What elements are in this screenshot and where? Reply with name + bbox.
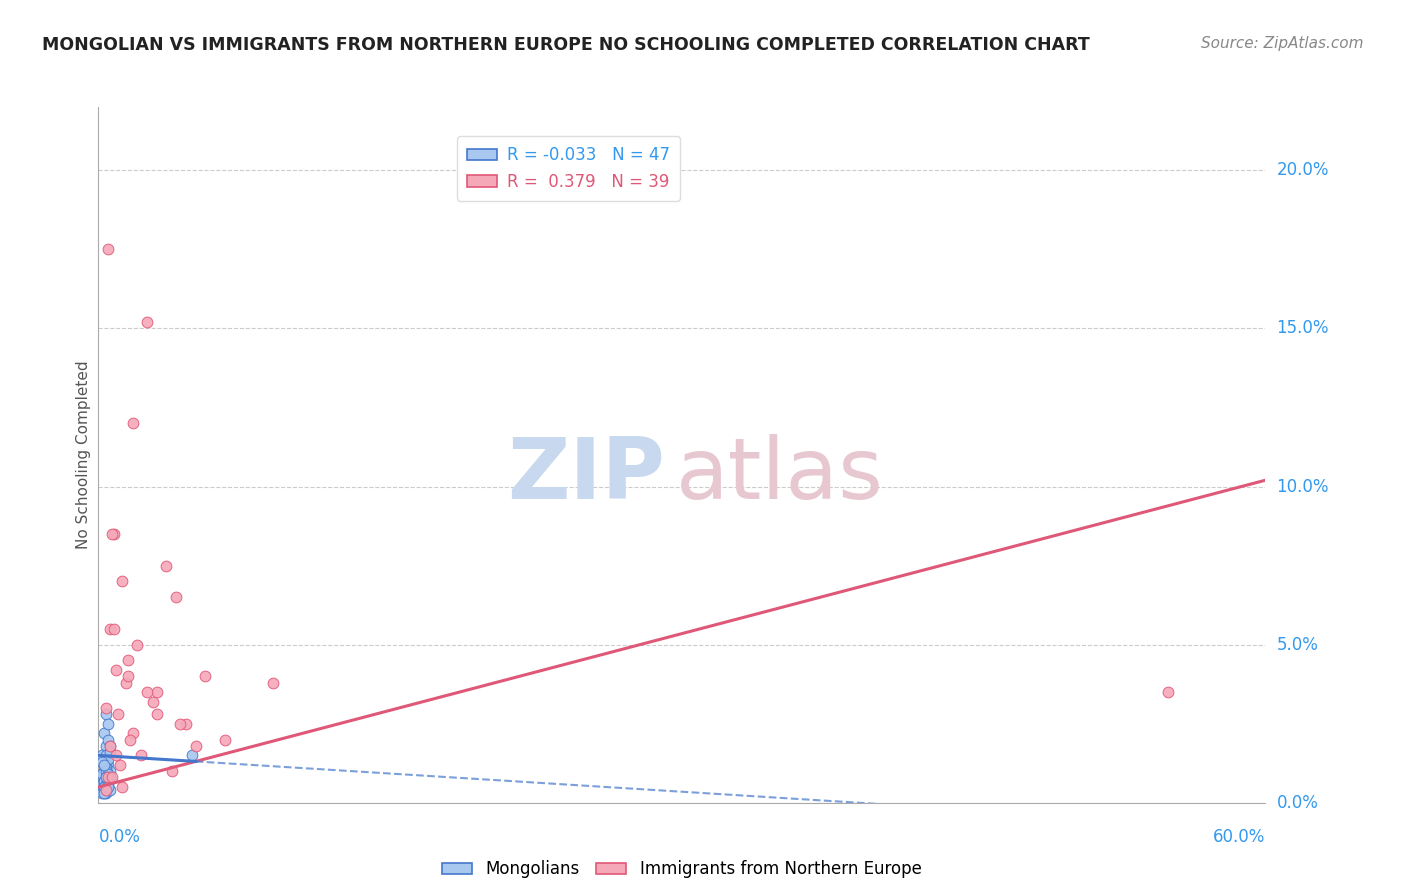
Point: [97, 243, 120, 257]
Point: [97, 771, 120, 785]
Point: [96, 748, 118, 763]
Point: [98, 771, 121, 785]
Point: [214, 732, 236, 747]
Point: [155, 558, 177, 573]
Point: [107, 707, 129, 722]
Point: [117, 653, 139, 667]
Text: atlas: atlas: [676, 434, 884, 517]
Point: [93, 780, 115, 794]
Point: [97, 780, 120, 794]
Point: [97, 767, 120, 781]
Point: [1157, 685, 1180, 699]
Point: [91, 748, 114, 763]
Point: [136, 315, 159, 329]
Point: [93, 780, 115, 794]
Point: [98, 622, 121, 636]
Point: [96, 786, 118, 800]
Text: 20.0%: 20.0%: [1277, 161, 1329, 179]
Point: [98, 739, 121, 753]
Point: [98, 745, 121, 759]
Point: [184, 739, 207, 753]
Point: [174, 716, 197, 731]
Text: Source: ZipAtlas.com: Source: ZipAtlas.com: [1201, 36, 1364, 51]
Point: [96, 757, 118, 772]
Point: [93, 777, 115, 791]
Point: [96, 771, 118, 785]
Point: [98, 739, 121, 753]
Point: [97, 751, 120, 765]
Point: [127, 638, 149, 652]
Point: [97, 771, 120, 785]
Point: [162, 764, 184, 779]
Point: [96, 707, 118, 722]
Point: [98, 764, 121, 779]
Point: [93, 786, 115, 800]
Point: [146, 685, 169, 699]
Point: [136, 685, 159, 699]
Point: [117, 669, 139, 683]
Text: 15.0%: 15.0%: [1277, 319, 1329, 337]
Point: [98, 771, 121, 785]
Point: [93, 786, 115, 800]
Point: [97, 773, 120, 788]
Point: [142, 695, 165, 709]
Text: 5.0%: 5.0%: [1277, 636, 1319, 654]
Point: [91, 783, 114, 797]
Y-axis label: No Schooling Completed: No Schooling Completed: [76, 360, 91, 549]
Point: [93, 773, 115, 788]
Text: ZIP: ZIP: [506, 434, 665, 517]
Point: [96, 783, 118, 797]
Point: [96, 701, 118, 715]
Point: [96, 764, 118, 779]
Point: [101, 527, 124, 541]
Point: [103, 527, 125, 541]
Point: [122, 726, 145, 740]
Point: [91, 786, 114, 800]
Point: [91, 767, 114, 781]
Point: [104, 748, 127, 763]
Point: [96, 783, 118, 797]
Point: [108, 757, 131, 772]
Point: [101, 771, 124, 785]
Point: [91, 777, 114, 791]
Point: [93, 764, 115, 779]
Point: [97, 732, 120, 747]
Point: [93, 773, 115, 788]
Point: [146, 707, 169, 722]
Point: [93, 757, 115, 772]
Point: [118, 732, 141, 747]
Point: [96, 777, 118, 791]
Legend: Mongolians, Immigrants from Northern Europe: Mongolians, Immigrants from Northern Eur…: [436, 854, 928, 885]
Point: [122, 417, 145, 431]
Text: MONGOLIAN VS IMMIGRANTS FROM NORTHERN EUROPE NO SCHOOLING COMPLETED CORRELATION : MONGOLIAN VS IMMIGRANTS FROM NORTHERN EU…: [42, 36, 1090, 54]
Point: [169, 716, 191, 731]
Point: [180, 748, 202, 763]
Point: [96, 761, 118, 775]
Point: [91, 755, 114, 769]
Point: [262, 675, 284, 690]
Point: [98, 783, 121, 797]
Text: 60.0%: 60.0%: [1213, 828, 1265, 846]
Point: [96, 739, 118, 753]
Point: [93, 780, 115, 794]
Point: [97, 716, 120, 731]
Point: [103, 622, 125, 636]
Text: 10.0%: 10.0%: [1277, 477, 1329, 496]
Point: [93, 783, 115, 797]
Point: [111, 780, 134, 794]
Point: [114, 675, 136, 690]
Point: [129, 748, 152, 763]
Point: [96, 780, 118, 794]
Point: [165, 591, 187, 605]
Point: [97, 777, 120, 791]
Point: [111, 574, 134, 589]
Point: [97, 757, 120, 772]
Point: [96, 777, 118, 791]
Point: [194, 669, 217, 683]
Point: [93, 726, 115, 740]
Text: 0.0%: 0.0%: [1277, 794, 1319, 812]
Point: [93, 771, 115, 785]
Point: [104, 663, 127, 677]
Text: 0.0%: 0.0%: [98, 828, 141, 846]
